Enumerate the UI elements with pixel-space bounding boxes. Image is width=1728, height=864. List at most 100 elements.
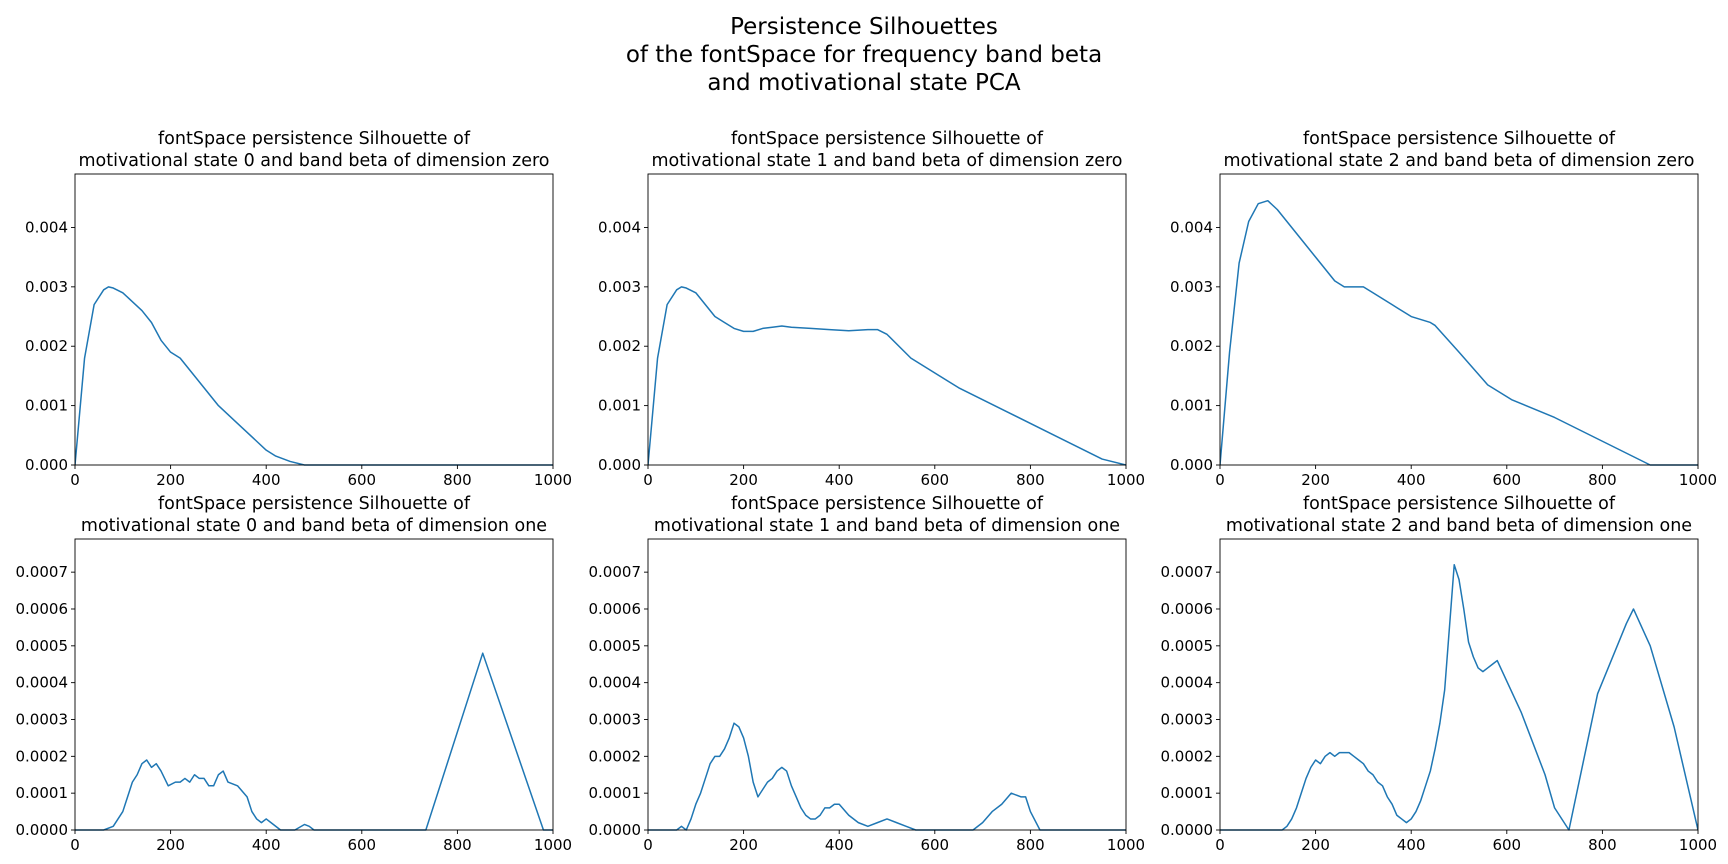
y-tick-label: 0.000 bbox=[598, 456, 641, 474]
figure-title-line: of the fontSpace for frequency band beta bbox=[626, 42, 1102, 68]
x-tick-label: 1000 bbox=[1107, 471, 1145, 489]
axes-frame bbox=[74, 538, 554, 831]
x-tick-label: 800 bbox=[1016, 836, 1045, 854]
x-tick-label: 800 bbox=[1588, 471, 1617, 489]
y-tick-label: 0.0006 bbox=[589, 600, 642, 618]
subplot-dimension-zero-state-0: fontSpace persistence Silhouette ofmotiv… bbox=[25, 129, 572, 489]
x-tick-label: 1000 bbox=[534, 836, 572, 854]
y-tick-label: 0.003 bbox=[25, 278, 68, 296]
y-tick-label: 0.0000 bbox=[16, 821, 69, 839]
y-tick-label: 0.0001 bbox=[16, 784, 69, 802]
x-tick-label: 600 bbox=[1492, 836, 1521, 854]
y-tick-label: 0.0004 bbox=[16, 674, 69, 692]
x-tick-label: 200 bbox=[729, 836, 758, 854]
subplot-title: fontSpace persistence Silhouette of bbox=[1303, 494, 1616, 514]
axes-frame bbox=[1219, 173, 1699, 466]
axes-frame bbox=[647, 173, 1127, 466]
silhouette-line bbox=[1220, 564, 1698, 831]
subplot-title: motivational state 2 and band beta of di… bbox=[1223, 151, 1694, 171]
x-tick-label: 600 bbox=[1492, 471, 1521, 489]
y-tick-label: 0.0005 bbox=[16, 637, 69, 655]
y-tick-label: 0.000 bbox=[1170, 456, 1213, 474]
y-tick-label: 0.0005 bbox=[589, 637, 642, 655]
x-tick-label: 0 bbox=[1215, 471, 1225, 489]
subplot-title: fontSpace persistence Silhouette of bbox=[731, 494, 1044, 514]
figure-title-line: Persistence Silhouettes bbox=[730, 14, 998, 40]
subplot-dimension-zero-state-2: fontSpace persistence Silhouette ofmotiv… bbox=[1170, 129, 1717, 489]
x-tick-label: 800 bbox=[1016, 471, 1045, 489]
subplot-title: motivational state 1 and band beta of di… bbox=[654, 516, 1120, 536]
subplot-title: fontSpace persistence Silhouette of bbox=[1303, 129, 1616, 149]
x-tick-label: 800 bbox=[443, 471, 472, 489]
y-tick-label: 0.004 bbox=[1170, 218, 1213, 236]
axes-frame bbox=[1219, 538, 1699, 831]
y-tick-label: 0.0007 bbox=[16, 563, 69, 581]
subplot-title: motivational state 1 and band beta of di… bbox=[651, 151, 1122, 171]
y-tick-label: 0.0003 bbox=[1161, 710, 1214, 728]
y-tick-label: 0.0004 bbox=[1161, 674, 1214, 692]
x-tick-label: 200 bbox=[1301, 836, 1330, 854]
x-tick-label: 400 bbox=[825, 471, 854, 489]
x-tick-label: 800 bbox=[443, 836, 472, 854]
y-tick-label: 0.0003 bbox=[16, 710, 69, 728]
y-tick-label: 0.003 bbox=[1170, 278, 1213, 296]
x-tick-label: 400 bbox=[252, 471, 281, 489]
y-tick-label: 0.002 bbox=[1170, 337, 1213, 355]
y-tick-label: 0.0002 bbox=[16, 747, 69, 765]
subplot-title: motivational state 0 and band beta of di… bbox=[78, 151, 549, 171]
y-tick-label: 0.0001 bbox=[589, 784, 642, 802]
silhouette-line bbox=[648, 286, 1126, 466]
x-tick-label: 0 bbox=[643, 836, 653, 854]
y-tick-label: 0.0007 bbox=[1161, 563, 1214, 581]
figure-title-line: and motivational state PCA bbox=[707, 70, 1021, 96]
x-tick-label: 1000 bbox=[1679, 836, 1717, 854]
x-tick-label: 400 bbox=[825, 836, 854, 854]
axes-frame bbox=[647, 538, 1127, 831]
subplot-title: fontSpace persistence Silhouette of bbox=[731, 129, 1044, 149]
silhouette-line bbox=[1220, 199, 1698, 466]
x-tick-label: 1000 bbox=[1107, 836, 1145, 854]
y-tick-label: 0.0006 bbox=[1161, 600, 1214, 618]
y-tick-label: 0.0004 bbox=[589, 674, 642, 692]
y-tick-label: 0.002 bbox=[25, 337, 68, 355]
subplot-dimension-one-state-0: fontSpace persistence Silhouette ofmotiv… bbox=[16, 494, 573, 854]
y-tick-label: 0.002 bbox=[598, 337, 641, 355]
y-tick-label: 0.0000 bbox=[589, 821, 642, 839]
subplot-title: motivational state 0 and band beta of di… bbox=[81, 516, 547, 536]
x-tick-label: 600 bbox=[920, 836, 949, 854]
y-tick-label: 0.0000 bbox=[1161, 821, 1214, 839]
axes-frame bbox=[74, 173, 554, 466]
subplot-title: motivational state 2 and band beta of di… bbox=[1226, 516, 1692, 536]
x-tick-label: 400 bbox=[252, 836, 281, 854]
y-tick-label: 0.004 bbox=[25, 218, 68, 236]
x-tick-label: 200 bbox=[729, 471, 758, 489]
x-tick-label: 400 bbox=[1397, 471, 1426, 489]
x-tick-label: 200 bbox=[1301, 471, 1330, 489]
y-tick-label: 0.001 bbox=[25, 397, 68, 415]
x-tick-label: 0 bbox=[70, 471, 80, 489]
y-tick-label: 0.003 bbox=[598, 278, 641, 296]
y-tick-label: 0.001 bbox=[598, 397, 641, 415]
subplot-grid: fontSpace persistence Silhouette ofmotiv… bbox=[16, 129, 1718, 854]
x-tick-label: 600 bbox=[920, 471, 949, 489]
x-tick-label: 0 bbox=[1215, 836, 1225, 854]
x-tick-label: 200 bbox=[156, 836, 185, 854]
y-tick-label: 0.004 bbox=[598, 218, 641, 236]
x-tick-label: 600 bbox=[347, 471, 376, 489]
x-tick-label: 1000 bbox=[534, 471, 572, 489]
subplot-dimension-one-state-2: fontSpace persistence Silhouette ofmotiv… bbox=[1161, 494, 1718, 854]
y-tick-label: 0.001 bbox=[1170, 397, 1213, 415]
silhouette-line bbox=[75, 286, 553, 466]
silhouette-line bbox=[75, 652, 553, 831]
x-tick-label: 0 bbox=[643, 471, 653, 489]
x-tick-label: 1000 bbox=[1679, 471, 1717, 489]
subplot-dimension-one-state-1: fontSpace persistence Silhouette ofmotiv… bbox=[589, 494, 1146, 854]
y-tick-label: 0.0002 bbox=[1161, 747, 1214, 765]
x-tick-label: 0 bbox=[70, 836, 80, 854]
y-tick-label: 0.0002 bbox=[589, 747, 642, 765]
x-tick-label: 400 bbox=[1397, 836, 1426, 854]
x-tick-label: 800 bbox=[1588, 836, 1617, 854]
y-tick-label: 0.0007 bbox=[589, 563, 642, 581]
